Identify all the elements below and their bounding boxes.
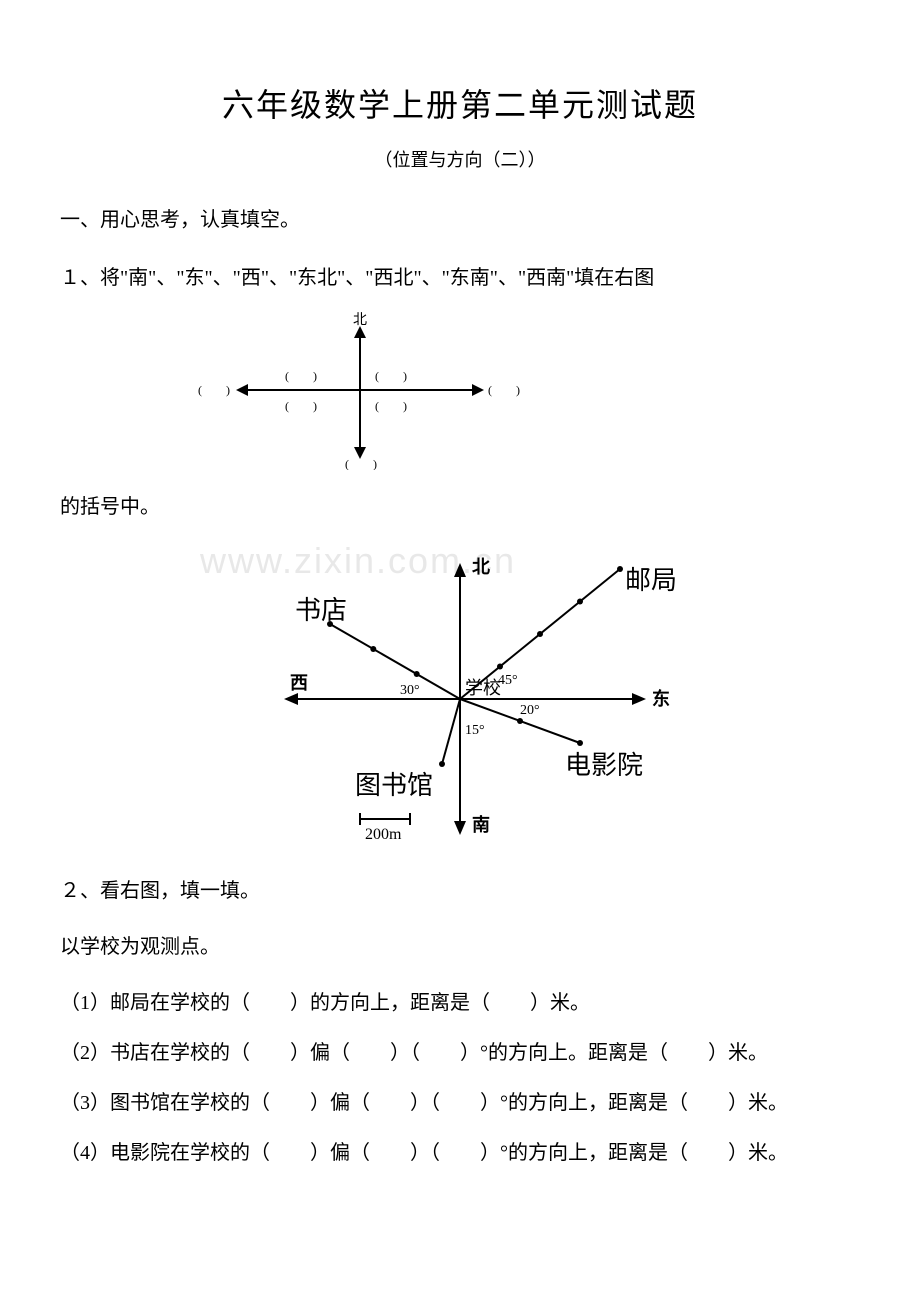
page-subtitle: （位置与方向（二））	[60, 146, 860, 172]
d2-angle-45: 45°	[498, 673, 518, 688]
q2-map-diagram: 北 南 东 西 学校 邮局 45° 书店 30° 电影院 20° 图书馆	[220, 549, 860, 864]
svg-text:( ): ( )	[375, 369, 407, 383]
q2-observe: 以学校为观测点。	[60, 925, 860, 969]
q2-sub4: （4）电影院在学校的（ ）偏（ ）（ ）°的方向上，距离是（ ）米。	[60, 1131, 860, 1175]
svg-text:( ): ( )	[488, 383, 520, 397]
d2-angle-20: 20°	[520, 703, 540, 718]
q2-sub3: （3）图书馆在学校的（ ）偏（ ）（ ）°的方向上，距离是（ ）米。	[60, 1081, 860, 1125]
q2-text: ２、看右图，填一填。	[60, 869, 860, 913]
d2-cinema: 电影院	[565, 751, 643, 780]
d2-east: 东	[652, 688, 670, 709]
q2-sub1: （1）邮局在学校的（ ）的方向上，距离是（ ）米。	[60, 981, 860, 1025]
q1-compass-diagram: 北 ( ) ( ) ( ) ( ) ( ) ( ) ( )	[180, 310, 860, 475]
d2-north: 北	[472, 557, 490, 577]
q1-text-line2: 的括号中。	[60, 485, 860, 529]
d1-north-label: 北	[353, 312, 367, 328]
d2-west: 西	[290, 673, 308, 693]
section-1-heading: 一、用心思考，认真填空。	[60, 202, 860, 238]
svg-text:( ): ( )	[345, 457, 377, 470]
d2-angle-15: 15°	[465, 723, 485, 738]
d2-library: 图书馆	[355, 771, 433, 800]
svg-text:( ): ( )	[285, 399, 317, 413]
q1-text-line1: １、将"南"、"东"、"西"、"东北"、"西北"、"东南"、"西南"填在右图	[60, 256, 860, 300]
svg-text:( ): ( )	[285, 369, 317, 383]
page-title: 六年级数学上册第二单元测试题	[60, 80, 860, 126]
d2-bookstore: 书店	[295, 596, 347, 625]
svg-text:( ): ( )	[198, 383, 230, 397]
d2-angle-30: 30°	[400, 683, 420, 698]
q2-sub2: （2）书店在学校的（ ）偏（ ）（ ）°的方向上。距离是（ ）米。	[60, 1031, 860, 1075]
d2-south: 南	[472, 814, 490, 835]
d2-scale: 200m	[365, 826, 402, 843]
svg-text:( ): ( )	[375, 399, 407, 413]
d2-post-office: 邮局	[625, 566, 677, 595]
